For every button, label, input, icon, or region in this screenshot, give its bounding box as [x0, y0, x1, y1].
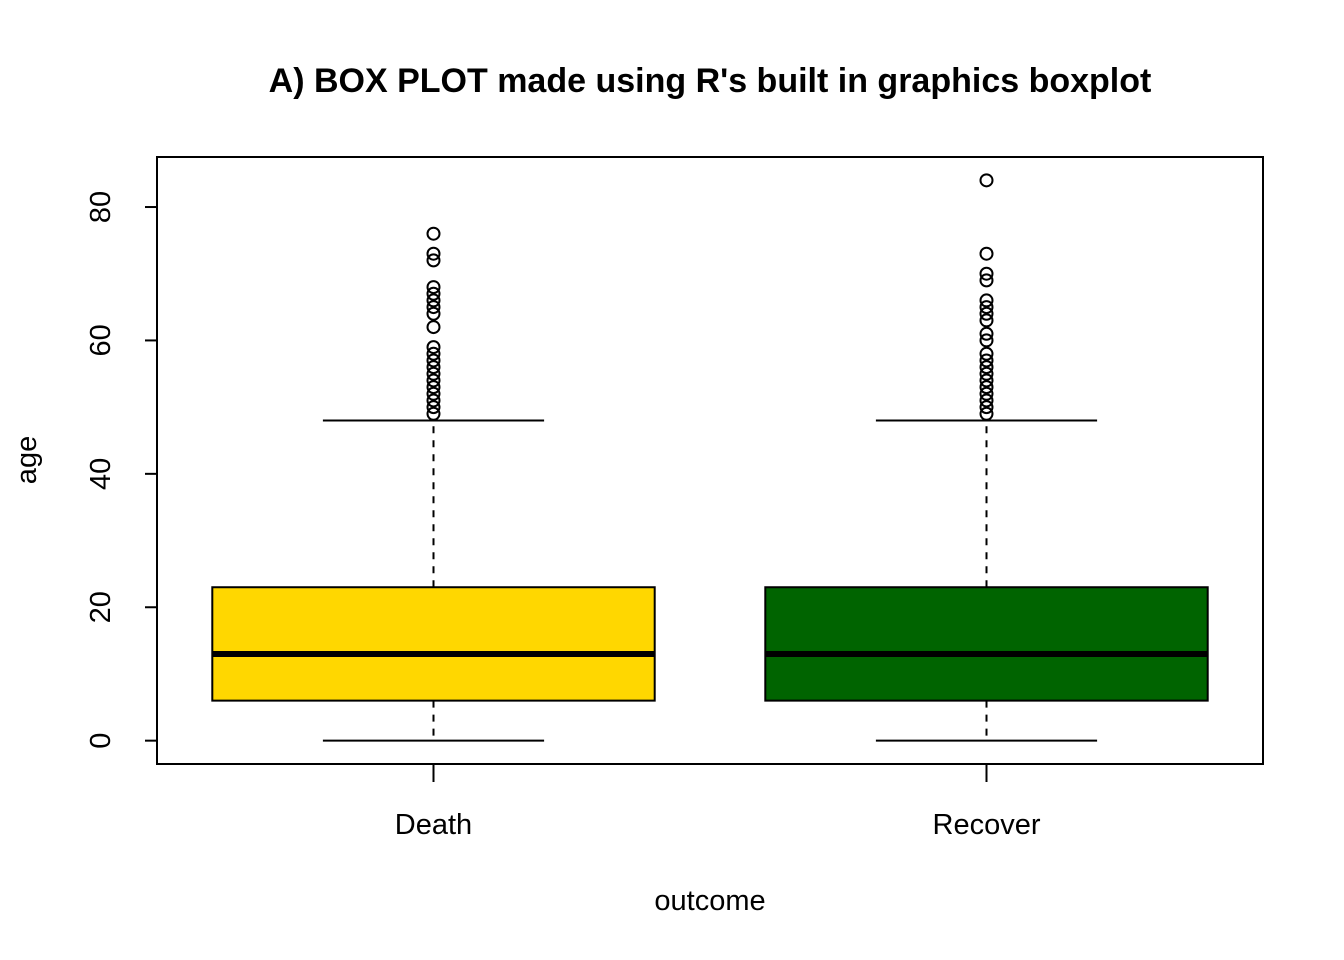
x-tick-label: Death: [395, 809, 472, 841]
box: [211, 586, 656, 702]
y-tick-label: 60: [85, 324, 117, 356]
outlier-point: [979, 326, 994, 341]
outlier-point: [979, 300, 994, 315]
outlier-point: [426, 306, 441, 321]
outlier-point: [979, 360, 994, 375]
outlier-point: [426, 280, 441, 295]
outlier-point: [426, 253, 441, 268]
plot-marks: 0 20 40 60 80 Death Recover: [85, 173, 1209, 841]
outlier-point: [426, 373, 441, 388]
outlier-point: [979, 386, 994, 401]
outlier-point: [426, 293, 441, 308]
outlier-point: [426, 300, 441, 315]
outlier-point: [979, 400, 994, 415]
outlier-point: [426, 353, 441, 368]
outlier-point: [426, 366, 441, 381]
outlier-point: [979, 173, 994, 188]
outlier-point: [979, 306, 994, 321]
outlier-point: [979, 406, 994, 421]
outlier-point: [426, 380, 441, 395]
y-tick-label: 0: [85, 733, 117, 749]
outlier-point: [426, 346, 441, 361]
box: [764, 586, 1209, 702]
outlier-point: [426, 286, 441, 301]
outlier-point: [426, 386, 441, 401]
y-tick-label: 40: [85, 458, 117, 490]
outlier-point: [426, 320, 441, 335]
outlier-point: [979, 313, 994, 328]
outlier-point: [979, 273, 994, 288]
plot-frame: [156, 156, 1264, 765]
y-tick-label: 80: [85, 191, 117, 223]
outlier-point: [979, 246, 994, 261]
outlier-point: [979, 266, 994, 281]
outlier-point: [426, 340, 441, 355]
outlier-point: [979, 366, 994, 381]
outlier-point: [979, 373, 994, 388]
x-axis-label: outcome: [654, 885, 765, 917]
y-axis-label: age: [11, 436, 43, 484]
x-tick-label: Recover: [933, 809, 1041, 841]
outlier-point: [426, 246, 441, 261]
outlier-point: [979, 393, 994, 408]
outlier-point: [979, 333, 994, 348]
outlier-point: [426, 400, 441, 415]
outlier-point: [979, 346, 994, 361]
outlier-point: [426, 360, 441, 375]
outlier-point: [979, 293, 994, 308]
y-tick-label: 20: [85, 591, 117, 623]
chart-title: A) BOX PLOT made using R's built in grap…: [269, 62, 1152, 100]
outlier-point: [426, 393, 441, 408]
outlier-point: [979, 380, 994, 395]
outlier-point: [426, 226, 441, 241]
outlier-point: [979, 353, 994, 368]
outlier-point: [426, 406, 441, 421]
